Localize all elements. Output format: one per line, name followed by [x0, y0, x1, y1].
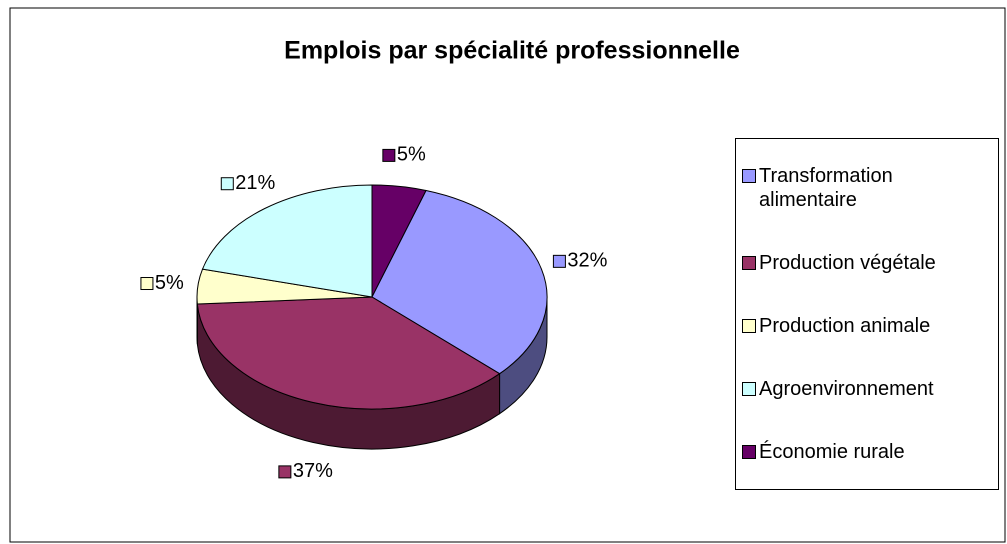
data-label: 21%: [220, 172, 276, 194]
data-label: 32%: [552, 250, 608, 272]
legend: Transformation alimentaire Production vég…: [735, 138, 999, 490]
legend-label: Production animale: [759, 314, 931, 337]
label-swatch: [382, 148, 396, 162]
legend-label: Agroenvironnement: [759, 377, 934, 400]
label-text: 32%: [567, 250, 607, 272]
data-label: 5%: [382, 144, 426, 166]
label-text: 5%: [155, 272, 184, 294]
slice: [371, 189, 548, 375]
legend-item: Agroenvironnement: [740, 377, 994, 401]
legend-swatch: [742, 381, 756, 396]
data-label: 5%: [140, 272, 184, 294]
legend-label: Transformation alimentaire: [759, 165, 893, 212]
label-text: 21%: [235, 172, 275, 194]
legend-label: Production végétale: [759, 252, 936, 275]
legend-swatch: [742, 318, 756, 333]
label-swatch: [140, 277, 154, 291]
slice: [196, 296, 501, 410]
label-swatch: [552, 254, 566, 268]
legend-label: Économie rurale: [759, 440, 905, 463]
legend-swatch: [742, 169, 756, 184]
legend-item: Production végétale: [740, 251, 994, 275]
chart-title: Emplois par spécialité professionnelle: [284, 37, 740, 65]
legend-swatch: [742, 256, 756, 271]
label-swatch: [278, 465, 292, 479]
data-label: 37%: [278, 460, 333, 482]
legend-item: Production animale: [740, 314, 994, 338]
slice: [201, 184, 373, 298]
legend-item: Transformation alimentaire: [740, 164, 994, 212]
label-text: 37%: [293, 460, 333, 482]
legend-swatch: [742, 444, 756, 459]
label-text: 5%: [397, 144, 426, 166]
label-swatch: [220, 177, 234, 191]
legend-item: Économie rurale: [740, 440, 994, 464]
